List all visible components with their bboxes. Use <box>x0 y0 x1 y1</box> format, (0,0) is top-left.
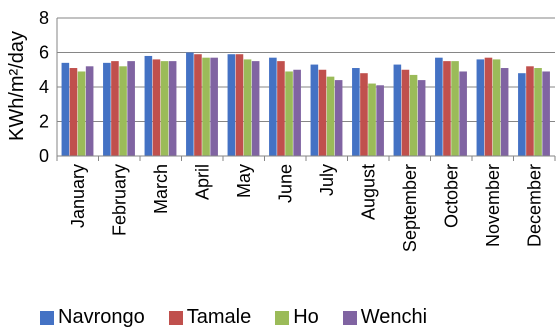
legend-item-tamale: Tamale <box>168 306 252 329</box>
legend-label: Tamale <box>186 306 252 328</box>
legend-swatch <box>168 310 183 325</box>
bar-navrongo-january <box>61 62 70 156</box>
bar-navrongo-october <box>435 57 443 156</box>
bar-ho-february <box>119 66 127 156</box>
bar-wenchi-november <box>500 68 509 156</box>
bar-ho-october <box>451 61 459 156</box>
bar-ho-november <box>492 59 501 156</box>
bar-wenchi-march <box>168 61 177 156</box>
bar-tamale-march <box>152 59 161 156</box>
y-tick-label: 6 <box>39 43 49 63</box>
bar-wenchi-december <box>542 71 550 156</box>
x-tick-label: July <box>317 164 337 196</box>
x-tick-label: January <box>68 164 88 228</box>
bar-tamale-december <box>526 66 534 156</box>
bar-wenchi-february <box>127 61 135 156</box>
legend-swatch <box>275 310 290 325</box>
bars <box>61 52 550 157</box>
bar-tamale-february <box>111 61 119 156</box>
y-tick-label: 8 <box>39 8 49 28</box>
x-tick-label: August <box>358 164 378 220</box>
legend-label: Wenchi <box>360 306 428 328</box>
y-tick-label: 4 <box>39 77 49 97</box>
bar-tamale-april <box>194 54 202 156</box>
bar-tamale-january <box>69 68 78 156</box>
bar-wenchi-august <box>376 85 384 156</box>
bar-tamale-september <box>401 69 410 156</box>
legend-swatch <box>40 310 54 325</box>
x-tick-label: March <box>151 164 171 214</box>
bar-navrongo-march <box>144 55 153 157</box>
legend-item-wenchi: Wenchi <box>342 306 428 329</box>
bar-ho-july <box>326 76 335 156</box>
bar-navrongo-may <box>227 54 236 156</box>
x-tick-label: October <box>441 164 461 228</box>
x-tick-label: February <box>109 164 129 236</box>
axes <box>56 18 556 161</box>
legend-label: Navrongo <box>58 306 145 328</box>
bar-navrongo-june <box>269 57 277 156</box>
bar-wenchi-april <box>210 57 218 156</box>
x-tick-label: November <box>483 164 503 247</box>
legend-swatch <box>342 310 357 325</box>
bar-navrongo-july <box>310 64 319 156</box>
bar-navrongo-november <box>476 59 485 156</box>
bar-tamale-august <box>360 73 368 156</box>
y-tick-label: 2 <box>39 112 49 132</box>
x-tick-label: May <box>234 164 254 198</box>
bar-ho-april <box>202 57 210 156</box>
x-tick-label: April <box>192 164 212 200</box>
legend-item-ho: Ho <box>275 306 319 329</box>
x-tick-labels: January February March April May June July Augu… <box>68 164 545 252</box>
bar-navrongo-august <box>352 68 360 156</box>
bar-wenchi-october <box>459 71 467 156</box>
y-tick-labels: 0 2 4 6 8 <box>39 8 49 166</box>
bar-tamale-june <box>277 61 285 156</box>
y-tick-label: 0 <box>39 146 49 166</box>
gridlines <box>57 17 555 122</box>
legend: Navrongo Tamale Ho Wenchi <box>40 306 451 329</box>
bar-wenchi-january <box>85 66 94 156</box>
bar-wenchi-july <box>334 80 343 156</box>
y-axis-label: KWh/m²/day <box>6 31 28 141</box>
bar-tamale-october <box>443 61 451 156</box>
bar-navrongo-december <box>518 73 526 156</box>
bar-ho-may <box>243 59 252 156</box>
bar-ho-march <box>160 61 169 156</box>
bar-wenchi-september <box>417 80 426 156</box>
bar-wenchi-may <box>251 61 260 156</box>
bar-navrongo-september <box>393 64 402 156</box>
x-tick-label: June <box>275 164 295 203</box>
legend-label: Ho <box>293 306 319 328</box>
bar-ho-december <box>534 68 542 156</box>
bar-tamale-july <box>318 69 327 156</box>
legend-item-navrongo: Navrongo <box>40 306 145 329</box>
x-tick-label: September <box>400 164 420 252</box>
bar-ho-august <box>368 83 376 156</box>
bar-ho-september <box>409 74 418 156</box>
bar-tamale-may <box>235 54 244 156</box>
bar-navrongo-april <box>186 52 194 156</box>
bar-navrongo-february <box>103 62 111 156</box>
bar-tamale-november <box>484 57 493 156</box>
bar-ho-january <box>77 71 86 156</box>
x-tick-label: December <box>524 164 544 247</box>
bar-wenchi-june <box>293 69 301 156</box>
bar-ho-june <box>285 71 293 156</box>
